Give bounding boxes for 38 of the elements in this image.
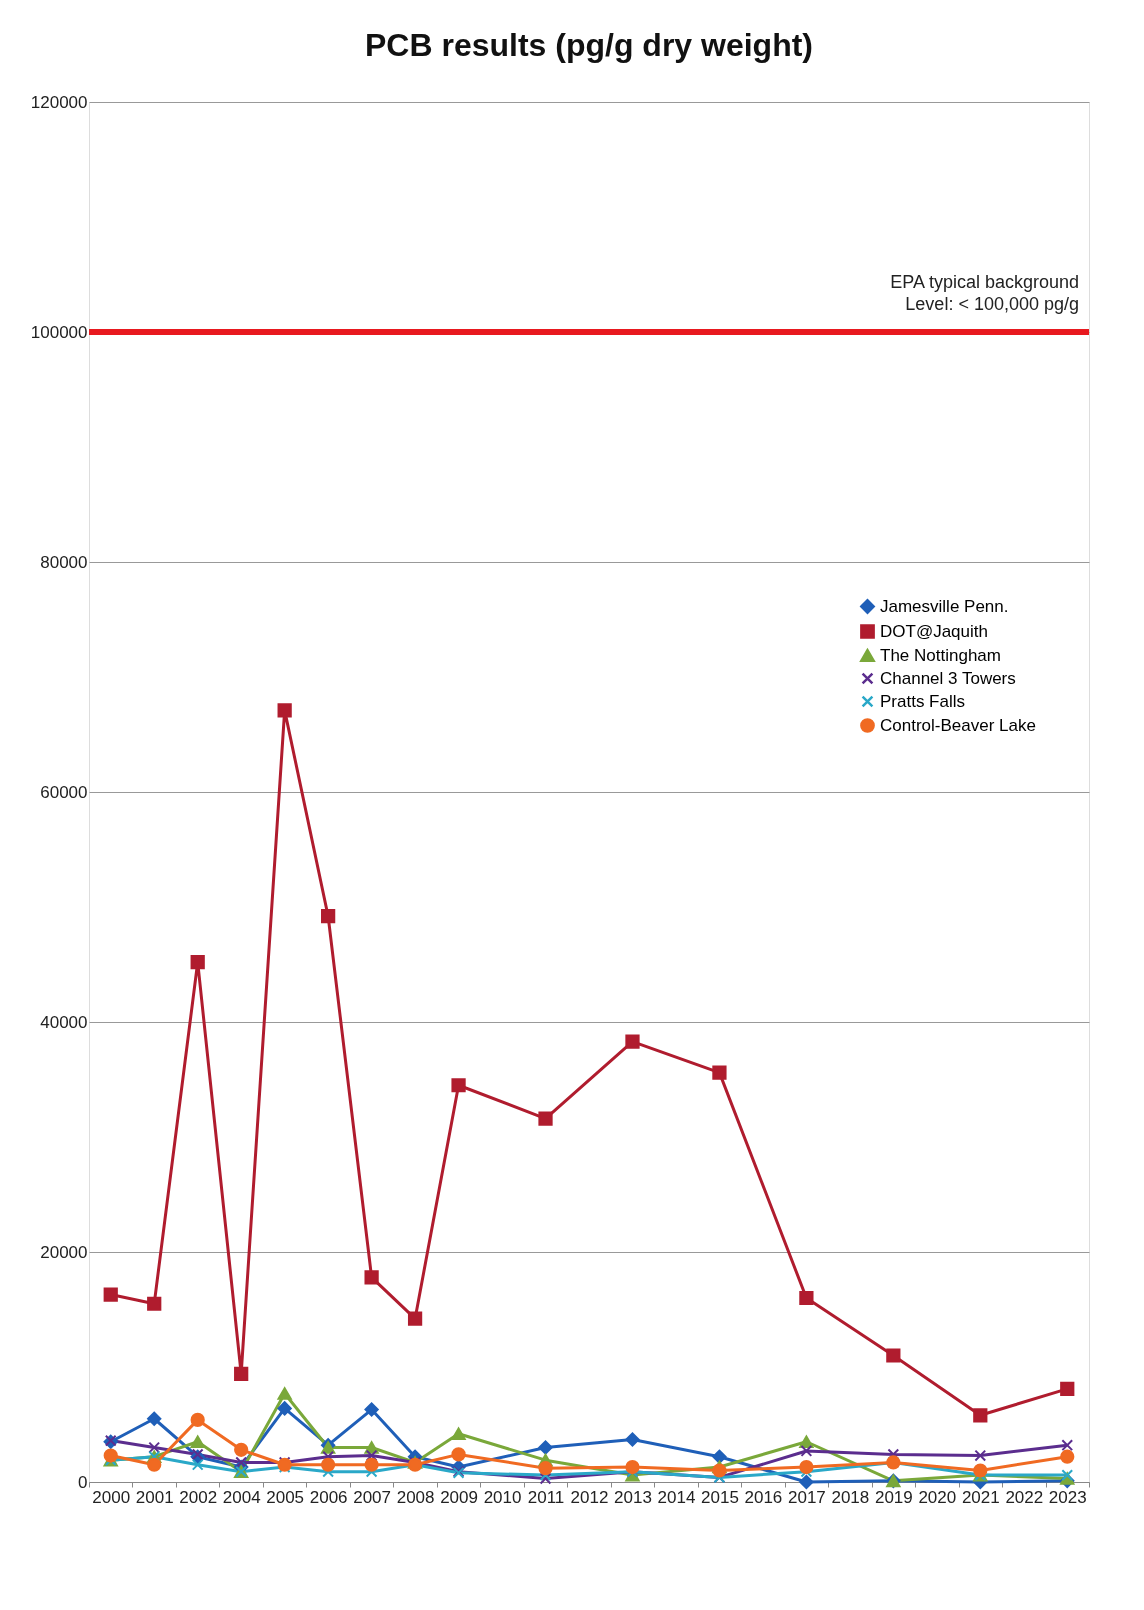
x-tick-label: 2007: [353, 1487, 392, 1507]
x-tick-label: 2002: [179, 1487, 218, 1507]
x-tick-label: 2014: [657, 1487, 696, 1507]
x-tick-label: 2012: [570, 1487, 609, 1507]
y-tick-label: 80000: [40, 552, 88, 572]
y-tick-label: 0: [78, 1472, 88, 1492]
x-tick-label: 2019: [874, 1487, 913, 1507]
legend-label: Pratts Falls: [880, 691, 966, 711]
x-tick-label: 2021: [961, 1487, 1000, 1507]
x-tick-label: 2010: [483, 1487, 522, 1507]
x-tick-label: 2008: [396, 1487, 435, 1507]
x-tick-label: 2004: [222, 1487, 261, 1507]
legend-label: DOT@Jaquith: [880, 621, 988, 641]
x-tick-label: 2000: [92, 1487, 131, 1507]
chart-title: PCB results (pg/g dry weight): [364, 27, 814, 63]
x-tick-label: 2005: [266, 1487, 305, 1507]
x-tick-label: 2023: [1048, 1487, 1087, 1507]
y-tick-label: 60000: [40, 782, 88, 802]
x-tick-label: 2017: [787, 1487, 826, 1507]
legend-label: Jamesville Penn.: [880, 596, 1009, 616]
x-tick-label: 2016: [744, 1487, 783, 1507]
x-tick-label: 2009: [440, 1487, 478, 1507]
y-tick-label: 40000: [40, 1012, 88, 1032]
y-tick-label: 100000: [30, 322, 88, 342]
x-tick-label: 2001: [135, 1487, 174, 1507]
ref-line-label: EPA typical background Level: < 100,000 pg/g: [890, 272, 1079, 314]
y-tick-label: 120000: [30, 92, 88, 112]
x-tick-label: 2022: [1005, 1487, 1044, 1507]
legend-label: Channel 3 Towers: [880, 668, 1016, 688]
x-tick-label: 2020: [918, 1487, 957, 1507]
x-tick-label: 2018: [831, 1487, 870, 1507]
x-tick-label: 2011: [527, 1487, 565, 1507]
x-tick-label: 2013: [614, 1487, 652, 1507]
y-tick-label: 20000: [40, 1242, 88, 1262]
x-tick-label: 2006: [309, 1487, 348, 1507]
legend-label: The Nottingham: [880, 645, 1001, 665]
x-tick-label: 2015: [701, 1487, 739, 1507]
legend-label: Control-Beaver Lake: [880, 715, 1036, 735]
